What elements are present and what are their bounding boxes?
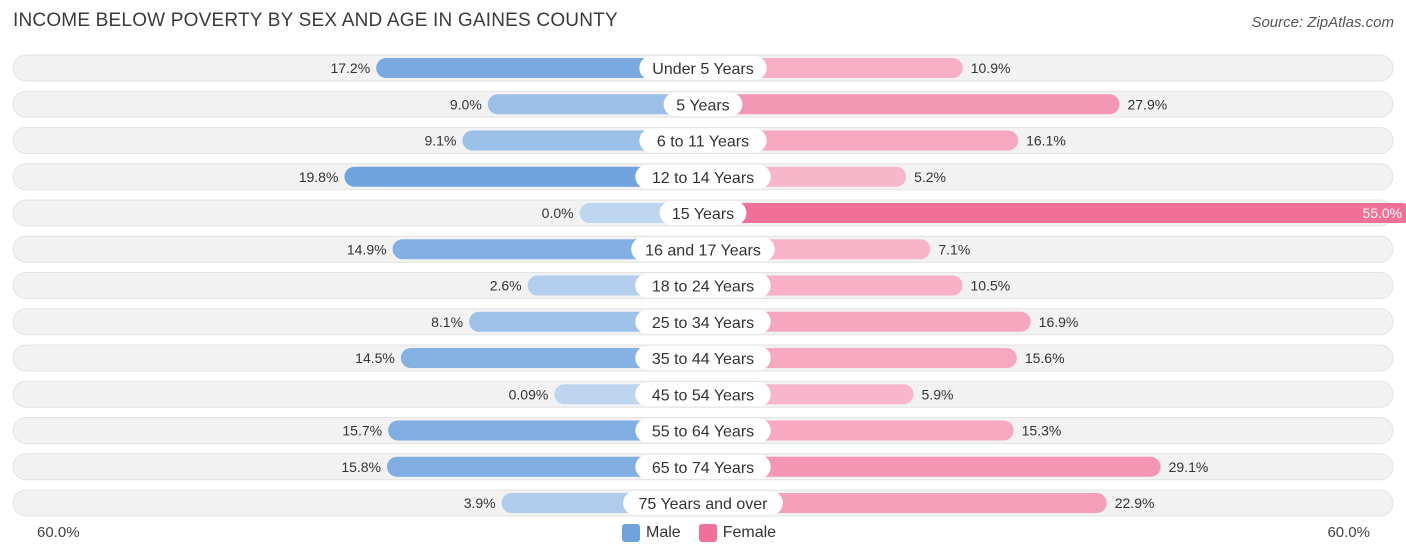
category-label: 65 to 74 Years bbox=[652, 460, 754, 477]
male-value-label: 14.9% bbox=[347, 241, 387, 257]
female-swatch bbox=[698, 524, 717, 542]
male-bar bbox=[400, 348, 703, 368]
category-label-bg bbox=[635, 382, 771, 407]
female-value-label: 15.6% bbox=[1025, 350, 1065, 366]
category-label: 75 Years and over bbox=[639, 496, 769, 513]
chart-title: Income Below Poverty by Sex and Age in G… bbox=[13, 10, 618, 31]
female-value-label: 16.1% bbox=[1026, 133, 1066, 149]
male-value-label: 0.09% bbox=[509, 386, 549, 402]
male-bar bbox=[392, 239, 703, 260]
male-bar bbox=[376, 58, 703, 78]
male-bar bbox=[388, 420, 703, 441]
category-label: 12 to 14 Years bbox=[652, 170, 754, 187]
poverty-chart: Under 5 Years 17.2% 10.9% 5 Years 9.0% 27.9% 6… bbox=[12, 54, 1406, 517]
female-value-label: 27.9% bbox=[1127, 96, 1167, 112]
female-value-label: 7.1% bbox=[938, 241, 970, 257]
category-label: 45 to 54 Years bbox=[652, 387, 754, 404]
category-label-bg bbox=[631, 237, 775, 262]
legend-female-label: Female bbox=[722, 524, 777, 541]
category-label-bg bbox=[663, 92, 743, 117]
female-value-label: 55.0% bbox=[1362, 205, 1402, 221]
female-value-label: 16.9% bbox=[1039, 314, 1079, 330]
male-value-label: 9.0% bbox=[450, 96, 482, 112]
female-value-label: 5.2% bbox=[914, 169, 946, 185]
category-label: 35 to 44 Years bbox=[652, 351, 754, 368]
category-label-bg bbox=[635, 309, 771, 334]
category-label-bg bbox=[639, 56, 767, 80]
category-label-bg bbox=[623, 491, 783, 515]
category-label: 18 to 24 Years bbox=[652, 279, 754, 296]
male-bar bbox=[387, 456, 703, 477]
female-bar bbox=[703, 58, 963, 78]
female-bar bbox=[703, 130, 1019, 151]
category-label: 15 Years bbox=[672, 206, 734, 223]
axis-right-label: 60.0% bbox=[1327, 524, 1370, 541]
category-label: 16 and 17 Years bbox=[645, 242, 761, 259]
female-value-label: 10.9% bbox=[971, 60, 1011, 76]
category-label: 6 to 11 Years bbox=[657, 134, 749, 151]
legend-male-label: Male bbox=[646, 524, 681, 541]
male-swatch bbox=[622, 524, 640, 542]
female-bar bbox=[703, 203, 1406, 223]
female-bar bbox=[703, 348, 1017, 368]
male-value-label: 17.2% bbox=[330, 60, 370, 76]
category-label: 55 to 64 Years bbox=[652, 424, 754, 441]
female-bar bbox=[703, 493, 1107, 513]
male-value-label: 19.8% bbox=[299, 169, 339, 185]
category-label-bg bbox=[635, 346, 771, 370]
legend-female: Female bbox=[698, 524, 777, 542]
male-value-label: 9.1% bbox=[425, 133, 457, 149]
female-bar bbox=[703, 94, 1120, 115]
category-label-bg bbox=[635, 418, 771, 443]
female-bar bbox=[703, 456, 1161, 477]
male-bar bbox=[487, 94, 703, 115]
female-value-label: 29.1% bbox=[1169, 459, 1209, 475]
female-value-label: 10.5% bbox=[971, 278, 1011, 294]
male-value-label: 15.7% bbox=[342, 423, 382, 439]
legend-male: Male bbox=[622, 524, 681, 542]
category-label-bg bbox=[659, 201, 747, 225]
female-value-label: 15.3% bbox=[1022, 423, 1062, 439]
category-label-bg bbox=[635, 273, 771, 298]
female-bar bbox=[703, 420, 1014, 441]
axis-left-label: 60.0% bbox=[37, 524, 80, 541]
male-value-label: 15.8% bbox=[341, 459, 381, 475]
male-value-label: 0.0% bbox=[542, 205, 574, 221]
source-credit: Source: ZipAtlas.com bbox=[1251, 14, 1394, 31]
female-value-label: 22.9% bbox=[1115, 495, 1155, 511]
male-value-label: 2.6% bbox=[490, 278, 522, 294]
male-bar bbox=[344, 166, 703, 187]
male-value-label: 3.9% bbox=[464, 495, 496, 511]
female-value-label: 5.9% bbox=[922, 386, 954, 402]
category-label: 25 to 34 Years bbox=[652, 315, 754, 332]
male-value-label: 8.1% bbox=[431, 314, 463, 330]
male-value-label: 14.5% bbox=[355, 350, 395, 366]
category-label: Under 5 Years bbox=[652, 61, 753, 78]
category-label-bg bbox=[635, 164, 771, 189]
legend: Male Female bbox=[622, 524, 794, 542]
female-bar bbox=[703, 311, 1031, 332]
category-label-bg bbox=[639, 128, 767, 153]
category-label: 5 Years bbox=[676, 97, 729, 114]
category-label-bg bbox=[635, 454, 771, 479]
